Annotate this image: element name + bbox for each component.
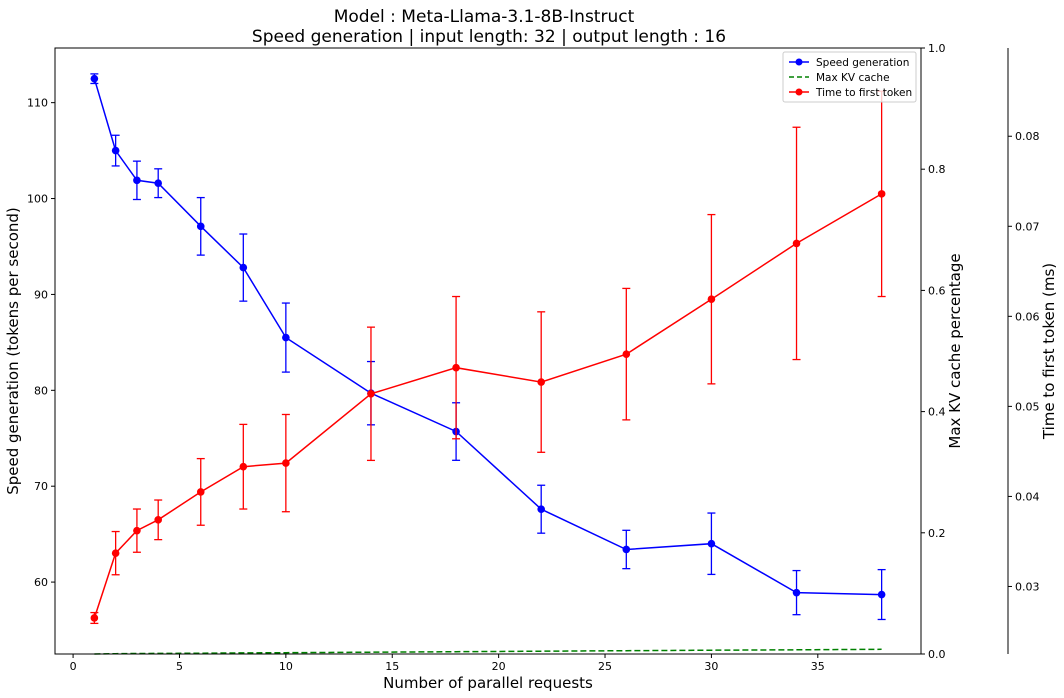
legend-label-ttft: Time to first token — [815, 87, 912, 99]
y-tick-label-right2: 0.03 — [1015, 580, 1040, 593]
x-tick-label: 15 — [385, 660, 399, 673]
plot-frame — [54, 47, 922, 655]
speed-generation-point — [792, 588, 801, 597]
y-tick-label-left: 80 — [34, 384, 48, 397]
y-tick-label-right2: 0.07 — [1015, 220, 1040, 233]
x-tick-label: 20 — [492, 660, 506, 673]
y-tick-label-right2: 0.06 — [1015, 310, 1040, 323]
time-to-first-token-point — [622, 350, 631, 358]
speed-generation-point — [877, 590, 886, 599]
y-tick-label-left: 110 — [27, 97, 48, 110]
time-to-first-token-point — [452, 363, 460, 372]
y-tick-label-left: 60 — [34, 576, 48, 589]
chart-title: Model : Meta-Llama-3.1-8B-Instruct — [334, 7, 635, 27]
y-tick-label-right: 1.0 — [928, 42, 946, 55]
x-axis-title: Number of parallel requests — [383, 674, 593, 692]
max-kv-cache-line — [94, 648, 882, 655]
speed-generation-point — [622, 545, 631, 554]
y-tick-label-left: 90 — [34, 288, 48, 301]
x-tick-label: 25 — [598, 660, 612, 673]
y-tick-label-left: 100 — [27, 193, 48, 206]
time-to-first-token-line — [93, 193, 882, 619]
y-tick-label-right: 0.4 — [928, 406, 946, 419]
y-tick-label-right: 0.6 — [928, 284, 946, 297]
time-to-first-token-point — [282, 459, 290, 467]
time-to-first-token-point — [707, 295, 716, 304]
chart-subtitle: Speed generation | input length: 32 | ou… — [252, 27, 726, 47]
x-tick-label: 30 — [704, 660, 718, 673]
x-axis: 0 5 10 15 20 25 30 35 — [70, 654, 825, 673]
speed-generation-point — [196, 222, 205, 231]
speed-generation-point — [90, 74, 99, 83]
y-axis-title-right2: Time to first token (ms) — [1040, 263, 1058, 440]
speed-generation-point — [111, 146, 120, 155]
y-tick-label-right: 0.0 — [928, 648, 946, 661]
time-to-first-token-point — [537, 378, 545, 386]
legend-label-kv: Max KV cache — [816, 72, 890, 84]
time-to-first-token-point — [196, 488, 205, 496]
speed-generation-point — [239, 263, 248, 272]
y-tick-label-right2: 0.04 — [1015, 490, 1040, 503]
y-axis-title-right: Max KV cache percentage — [946, 253, 964, 448]
legend: Speed generation Max KV cache Time to fi… — [782, 51, 917, 103]
time-to-first-token-point — [367, 389, 375, 398]
speed-generation-line — [93, 78, 882, 596]
y-axis-left: 60 70 80 90 100 110 — [27, 97, 55, 589]
x-tick-label: 5 — [176, 660, 183, 673]
y-axis-right2: 0.03 0.04 0.05 0.06 0.07 0.08 — [1008, 130, 1040, 593]
y-axis-right: 0.0 0.2 0.4 0.6 0.8 1.0 — [921, 42, 946, 661]
y-tick-label-right: 0.8 — [928, 163, 946, 176]
legend-marker-ttft — [795, 88, 803, 96]
speed-generation-point — [707, 539, 716, 548]
y-tick-label-right2: 0.08 — [1015, 130, 1040, 143]
time-to-first-token-point — [239, 462, 248, 471]
x-tick-label: 35 — [811, 660, 825, 673]
time-to-first-token-point — [877, 190, 886, 198]
speed-generation-point — [154, 179, 162, 187]
y-tick-label-right: 0.2 — [928, 527, 946, 540]
x-tick-label: 10 — [279, 660, 293, 673]
y-tick-label-left: 70 — [34, 480, 48, 493]
speed-generation-point — [282, 333, 290, 342]
time-to-first-token-point — [154, 516, 162, 524]
legend-label-speed: Speed generation — [816, 57, 909, 69]
legend-marker-speed — [795, 58, 803, 66]
speed-generation-point — [537, 505, 545, 514]
time-to-first-token-point — [792, 239, 801, 248]
speed-generation-point — [133, 176, 141, 185]
plot-area — [90, 73, 886, 655]
time-to-first-token-point — [111, 549, 120, 557]
y-tick-label-right2: 0.05 — [1015, 400, 1040, 413]
y-axis-title-left: Speed generation (tokens per second) — [4, 207, 22, 495]
x-tick-label: 0 — [70, 660, 77, 673]
legend-box — [782, 51, 917, 103]
time-to-first-token-point — [133, 526, 141, 535]
time-to-first-token-point — [90, 614, 99, 622]
